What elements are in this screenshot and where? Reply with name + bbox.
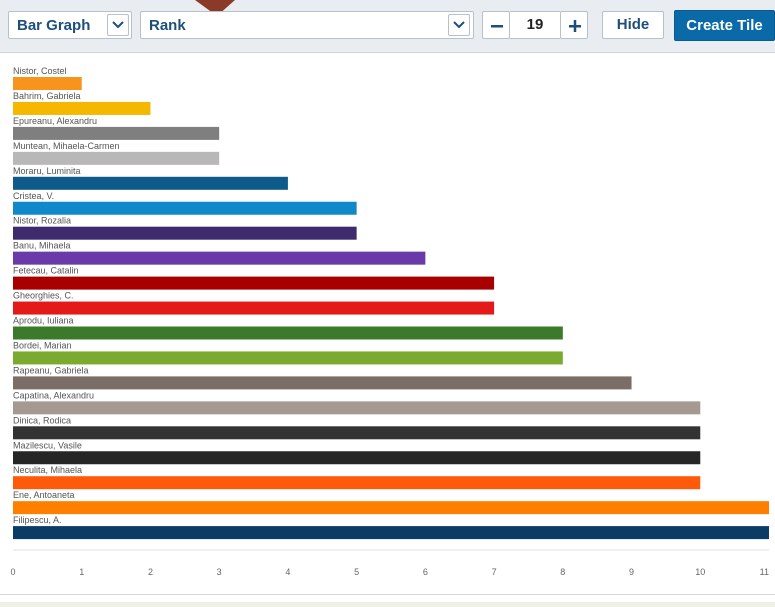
bar-label: Rapeanu, Gabriela	[13, 365, 89, 375]
x-tick-label: 8	[560, 567, 565, 577]
bar[interactable]	[13, 526, 769, 540]
bar[interactable]	[13, 251, 426, 265]
bar-label: Capatina, Alexandru	[13, 390, 94, 400]
x-tick-label: 2	[148, 567, 153, 577]
x-tick-label: 6	[423, 567, 428, 577]
increment-button[interactable]	[560, 11, 588, 39]
chart-type-select[interactable]: Bar Graph	[8, 11, 132, 39]
bar-label: Neculita, Mihaela	[13, 465, 82, 475]
chart-panel: Nistor, Costel Bahrim, Gabriela Epureanu, …	[0, 53, 775, 602]
bar[interactable]	[13, 301, 495, 315]
x-tick-label: 4	[285, 567, 290, 577]
x-tick-label: 5	[354, 567, 359, 577]
bar[interactable]	[13, 451, 701, 465]
bar[interactable]	[13, 201, 357, 215]
divider	[0, 594, 775, 595]
bar[interactable]	[13, 326, 563, 340]
create-tile-button[interactable]: Create Tile	[674, 10, 775, 41]
x-tick-label: 9	[629, 567, 634, 577]
bar-label: Ene, Antoaneta	[13, 490, 75, 500]
bar[interactable]	[13, 351, 563, 365]
chevron-down-icon[interactable]	[448, 14, 470, 36]
x-tick-label: 10	[695, 567, 705, 577]
bar[interactable]	[13, 276, 495, 290]
bar[interactable]	[13, 226, 357, 240]
count-value[interactable]: 19	[510, 11, 560, 39]
metric-select[interactable]: Rank	[140, 11, 474, 39]
chart-toolbar: Bar Graph Rank 19 Hide Create Tile	[0, 0, 775, 53]
bar-label: Moraru, Luminita	[13, 166, 81, 176]
bar-label: Banu, Mihaela	[13, 241, 71, 251]
x-tick-label: 11	[760, 567, 769, 577]
x-tick-label: 1	[79, 567, 84, 577]
bar[interactable]	[13, 151, 220, 165]
bar[interactable]	[13, 501, 769, 515]
plus-icon	[569, 20, 581, 32]
bar-label: Gheorghies, C.	[13, 291, 74, 301]
pointer-arrow-icon	[195, 0, 235, 16]
bar-label: Epureanu, Alexandru	[13, 116, 97, 126]
bar[interactable]	[13, 77, 82, 90]
bar-label: Fetecau, Catalin	[13, 266, 79, 276]
x-tick-label: 3	[217, 567, 222, 577]
metric-value: Rank	[149, 17, 186, 34]
bar-label: Dinica, Rodica	[13, 415, 71, 425]
bar-label: Bordei, Marian	[13, 340, 72, 350]
bar[interactable]	[13, 426, 701, 440]
x-tick-label: 7	[492, 567, 497, 577]
bar-label: Filipescu, A.	[13, 515, 62, 525]
bar[interactable]	[13, 401, 701, 415]
bar-label: Mazilescu, Vasile	[13, 440, 82, 450]
bar[interactable]	[13, 126, 220, 140]
bar[interactable]	[13, 476, 701, 490]
bar-label: Bahrim, Gabriela	[13, 91, 81, 101]
chart-type-value: Bar Graph	[17, 17, 91, 34]
bar-label: Cristea, V.	[13, 191, 54, 201]
bar[interactable]	[13, 376, 632, 390]
bar-label: Aprodu, Iuliana	[13, 316, 74, 326]
bar-label: Nistor, Costel	[13, 66, 67, 76]
bar-label: Muntean, Mihaela-Carmen	[13, 141, 120, 151]
hide-button[interactable]: Hide	[602, 11, 664, 39]
bar-chart: Nistor, Costel Bahrim, Gabriela Epureanu, …	[10, 66, 769, 577]
decrement-button[interactable]	[482, 11, 510, 39]
bar-label: Nistor, Rozalia	[13, 216, 71, 226]
x-tick-label: 0	[10, 567, 15, 577]
minus-icon	[491, 25, 503, 28]
bar[interactable]	[13, 176, 288, 190]
chevron-down-icon[interactable]	[107, 14, 129, 36]
bar[interactable]	[13, 101, 151, 115]
